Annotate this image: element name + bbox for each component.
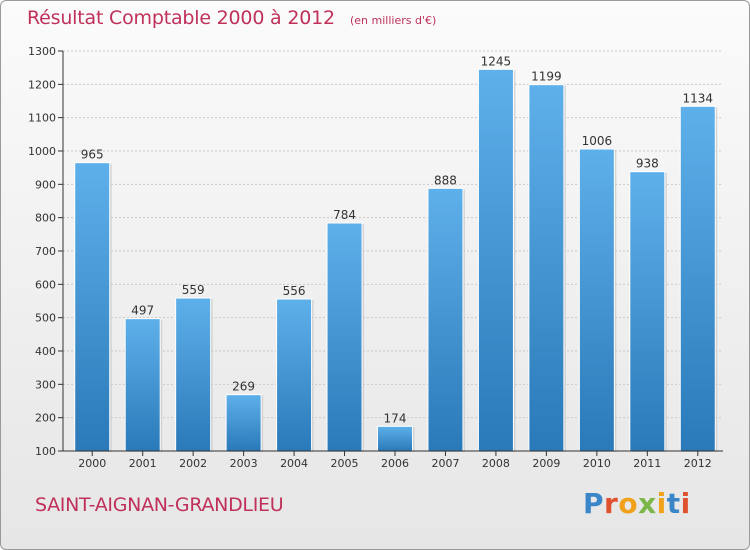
y-tick-label: 500	[35, 312, 56, 325]
value-label-2011: 938	[636, 157, 659, 171]
bar-2003	[225, 394, 262, 452]
y-tick-label: 1000	[28, 145, 56, 158]
brand-letter: P	[583, 487, 605, 520]
value-label-2010: 1006	[582, 134, 613, 148]
y-tick-label: 300	[35, 378, 56, 391]
bar-2009	[528, 84, 565, 452]
bar-2007	[427, 187, 464, 452]
x-tick-label-2005: 2005	[331, 457, 359, 470]
chart-subtitle: (en milliers d'€)	[349, 14, 437, 27]
x-tick-label-2007: 2007	[431, 457, 459, 470]
bar-2002	[175, 297, 212, 452]
y-tick-label: 1100	[28, 112, 56, 125]
y-tick-label: 600	[35, 278, 56, 291]
y-tick-label: 100	[35, 445, 56, 458]
brand-letter: o	[618, 487, 639, 520]
chart-title: Résultat Comptable 2000 à 2012	[27, 7, 335, 29]
bar-2008	[477, 68, 514, 452]
y-tick-label: 700	[35, 245, 56, 258]
value-label-2001: 497	[131, 304, 154, 318]
x-tick-label-2000: 2000	[78, 457, 106, 470]
title-row: Résultat Comptable 2000 à 2012 (en milli…	[27, 7, 436, 29]
value-label-2004: 556	[283, 284, 306, 298]
value-label-2002: 559	[182, 283, 205, 297]
bar-2004	[276, 298, 313, 452]
x-tick-label-2010: 2010	[583, 457, 611, 470]
value-label-2006: 174	[384, 411, 407, 425]
bar-2000	[74, 162, 111, 452]
axes: 100 200 300 400 500 600 700 800 900 1000 1100 1200 1…	[28, 45, 723, 470]
y-tick-label: 1200	[28, 78, 56, 91]
y-tick-label: 200	[35, 412, 56, 425]
bar-2011	[629, 171, 666, 452]
x-tick-label-2012: 2012	[684, 457, 712, 470]
value-label-2000: 965	[81, 148, 104, 162]
x-tick-label-2009: 2009	[532, 457, 560, 470]
bar-2010	[578, 148, 615, 452]
value-label-2003: 269	[232, 380, 255, 394]
value-label-2007: 888	[434, 173, 457, 187]
value-label-2009: 1199	[531, 70, 562, 84]
bar-2005	[326, 222, 363, 452]
y-tick-label: 800	[35, 212, 56, 225]
y-tick-label: 900	[35, 178, 56, 191]
value-label-2012: 1134	[682, 91, 713, 105]
value-label-2005: 784	[333, 208, 356, 222]
brand-letter: r	[604, 487, 619, 520]
x-tick-label-2002: 2002	[179, 457, 207, 470]
bar-2006	[377, 425, 413, 452]
bars	[74, 68, 718, 453]
x-tick-label-2011: 2011	[633, 457, 661, 470]
value-labels: 965 497 559 269 556 784 174 888 1245 1199 1006 938 1…	[81, 54, 713, 425]
bar-2012	[679, 105, 716, 452]
brand-letter: x	[638, 487, 657, 520]
x-tick-label-2003: 2003	[230, 457, 258, 470]
brand-letter: t	[666, 487, 681, 520]
commune-name: SAINT-AIGNAN-GRANDLIEU	[35, 494, 284, 516]
value-label-2008: 1245	[481, 54, 512, 68]
brand-letter: i	[680, 487, 691, 520]
x-tick-label-2004: 2004	[280, 457, 308, 470]
brand-letter: i	[656, 487, 667, 520]
x-tick-label-2001: 2001	[129, 457, 157, 470]
x-tick-label-2006: 2006	[381, 457, 409, 470]
x-tick-label-2008: 2008	[482, 457, 510, 470]
bar-2001	[124, 318, 161, 452]
proxiti-logo: Proxiti	[583, 487, 691, 520]
y-tick-label: 400	[35, 345, 56, 358]
y-tick-label: 1300	[28, 45, 56, 58]
